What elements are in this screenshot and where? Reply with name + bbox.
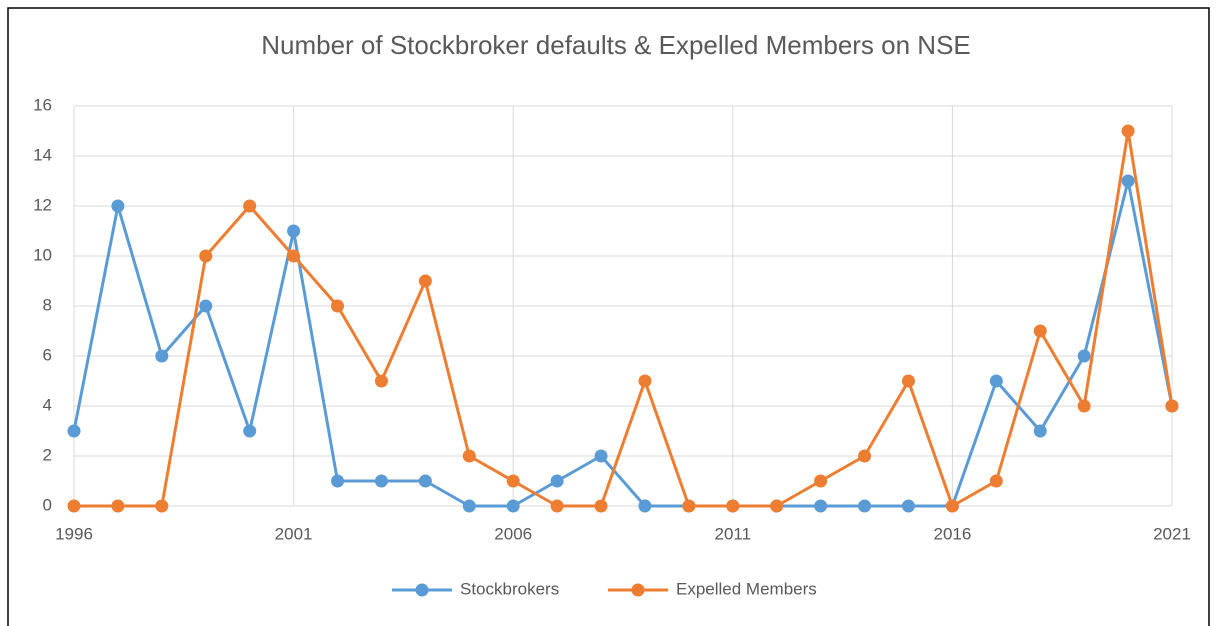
data-point [506,499,520,513]
data-point [199,249,213,263]
legend-label: Expelled Members [676,579,817,598]
data-point [945,499,959,513]
data-point [638,499,652,513]
data-point [550,499,564,513]
data-point [243,424,257,438]
data-point [1121,174,1135,188]
series-line [72,179,1174,508]
data-point [155,349,169,363]
data-point [243,199,257,213]
data-point [901,499,915,513]
data-point [1033,324,1047,338]
data-point [67,499,81,513]
legend-marker [415,583,429,597]
data-point [726,499,740,513]
y-tick-label: 10 [33,245,52,264]
data-point [374,374,388,388]
x-tick-label: 2006 [494,524,532,543]
data-point [858,499,872,513]
data-point [989,374,1003,388]
data-point [418,274,432,288]
data-point [1077,399,1091,413]
data-point [462,449,476,463]
data-point [1033,424,1047,438]
data-point [901,374,915,388]
data-point [682,499,696,513]
data-point [594,449,608,463]
y-tick-label: 12 [33,195,52,214]
data-point [111,199,125,213]
x-tick-label: 2001 [275,524,313,543]
data-point [638,374,652,388]
data-point [155,499,169,513]
y-tick-label: 4 [43,395,52,414]
data-point [989,474,1003,488]
chart-title: Number of Stockbroker defaults & Expelle… [261,30,971,60]
data-point [594,499,608,513]
data-point [331,299,345,313]
data-point [331,474,345,488]
y-tick-label: 6 [43,345,52,364]
data-point [814,474,828,488]
y-tick-label: 8 [43,295,52,314]
data-point [462,499,476,513]
data-point [506,474,520,488]
legend-marker [631,583,645,597]
data-point [1077,349,1091,363]
y-tick-label: 0 [43,495,52,514]
y-tick-label: 14 [33,145,52,164]
data-point [550,474,564,488]
data-point [67,424,81,438]
data-point [858,449,872,463]
series-line [74,129,1174,508]
x-tick-label: 2016 [933,524,971,543]
data-point [418,474,432,488]
legend-label: Stockbrokers [460,579,559,598]
data-point [374,474,388,488]
chart-border [7,7,1210,626]
data-point [814,499,828,513]
data-point [199,299,213,313]
data-point [1121,124,1135,138]
x-tick-label: 1996 [55,524,93,543]
data-point [287,224,301,238]
y-tick-label: 16 [33,95,52,114]
data-point [770,499,784,513]
data-point [1165,399,1179,413]
x-tick-label: 2011 [715,524,752,543]
y-tick-label: 2 [43,445,52,464]
data-point [111,499,125,513]
x-tick-label: 2021 [1153,524,1191,543]
data-point [287,249,301,263]
